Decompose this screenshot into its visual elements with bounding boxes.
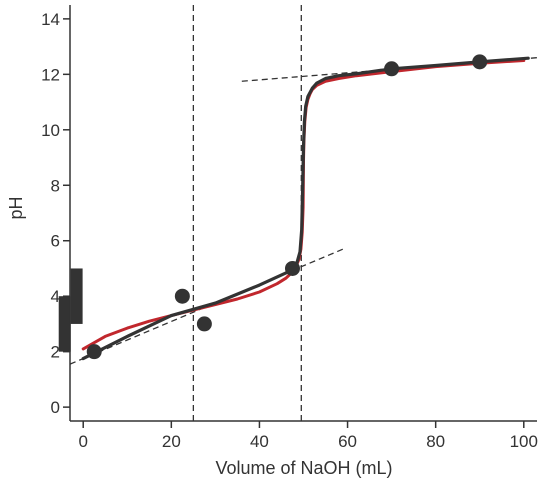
y-tick-label: 4: [51, 287, 60, 306]
data-point: [472, 54, 488, 70]
series-line-2: [81, 56, 530, 361]
x-tick-label: 80: [426, 432, 445, 451]
y-axis-title: pH: [6, 196, 26, 219]
ph-range-bar: [58, 296, 71, 352]
x-tick-label: 60: [338, 432, 357, 451]
ph-range-markers: [58, 268, 83, 352]
data-point: [174, 288, 190, 304]
axes: 0 2 4 6 8 10 12 14 0 20 40 60 80 100: [41, 5, 538, 451]
x-tick-label: 0: [78, 432, 87, 451]
data-points: [86, 54, 488, 360]
ph-range-bar: [70, 268, 83, 324]
y-tick-label: 10: [41, 121, 60, 140]
x-axis-title: Volume of NaOH (mL): [215, 458, 392, 478]
y-tick-label: 0: [51, 398, 60, 417]
y-tick-label: 14: [41, 10, 60, 29]
data-point: [196, 316, 212, 332]
y-tick-label: 12: [41, 65, 60, 84]
y-tick-label: 6: [51, 232, 60, 251]
data-point: [384, 61, 400, 77]
data-point: [284, 260, 300, 276]
y-tick-label: 2: [51, 343, 60, 362]
data-point: [86, 344, 102, 360]
x-tick-label: 40: [250, 432, 269, 451]
series-lines: [81, 56, 530, 361]
y-tick-label: 8: [51, 176, 60, 195]
x-tick-label: 100: [510, 432, 538, 451]
x-tick-label: 20: [162, 432, 181, 451]
